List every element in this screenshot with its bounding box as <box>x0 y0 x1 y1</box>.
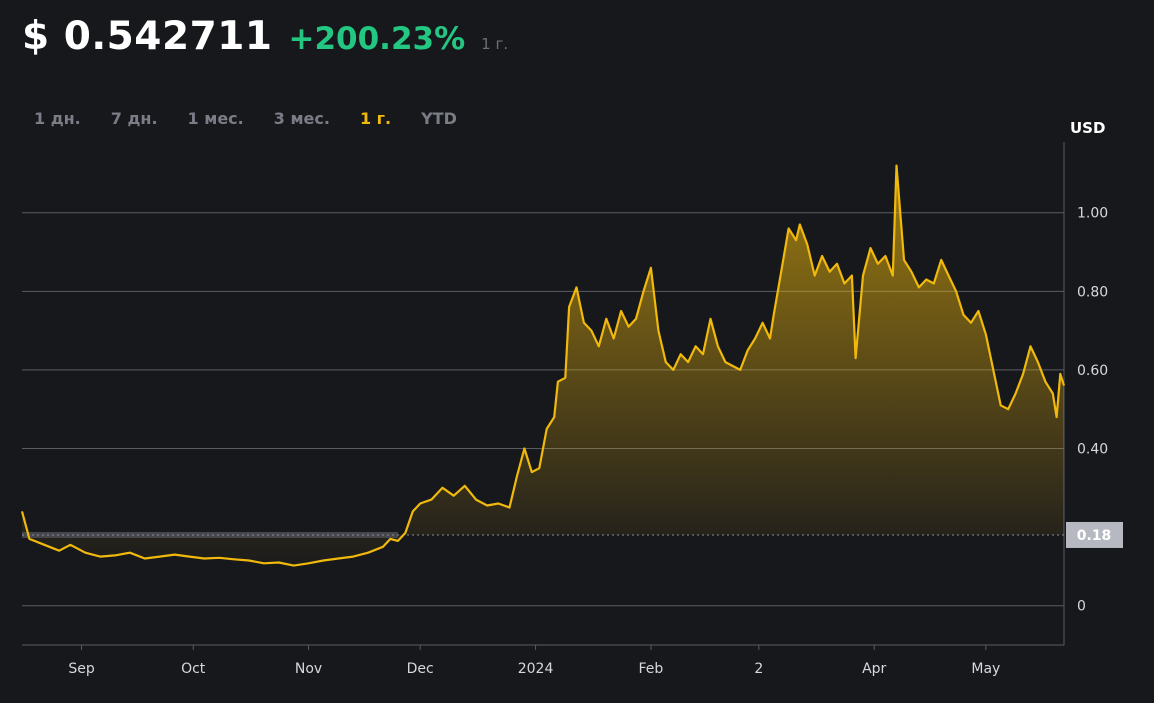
price-line <box>20 164 1066 567</box>
tab-3-months[interactable]: 3 мес. <box>273 109 330 128</box>
x-tick-label: Feb <box>639 661 664 677</box>
current-price: $ 0.542711 <box>22 14 273 59</box>
tab-ytd[interactable]: YTD <box>421 109 457 128</box>
baseline-badge-label: 0.18 <box>1077 528 1112 544</box>
price-chart-svg[interactable]: 0 0.40 0.60 0.80 1.00 USD Sep Oct Nov Dec 2024 Feb 2… <box>0 112 1154 699</box>
x-tick-label: Dec <box>407 661 434 677</box>
x-tick-label: 2 <box>754 661 763 677</box>
price-area-fill <box>22 165 1064 566</box>
price-header: $ 0.542711 +200.23% 1 г. <box>22 14 508 70</box>
y-tick-label: 0.60 <box>1077 363 1108 379</box>
x-tick-label: Apr <box>862 661 886 677</box>
y-tick-label: 0.80 <box>1077 284 1108 300</box>
change-period-label: 1 г. <box>481 35 509 53</box>
y-tick-label: 1.00 <box>1077 206 1108 222</box>
x-tick-label: May <box>971 661 1000 677</box>
y-axis-unit-label: USD <box>1070 119 1105 137</box>
tab-7-days[interactable]: 7 дн. <box>110 109 158 128</box>
x-tick-label: Nov <box>295 661 322 677</box>
timeframe-tabs: 1 дн. 7 дн. 1 мес. 3 мес. 1 г. YTD <box>34 109 487 128</box>
tab-1-year[interactable]: 1 г. <box>359 109 392 128</box>
tab-1-month[interactable]: 1 мес. <box>187 109 244 128</box>
tab-1-day[interactable]: 1 дн. <box>34 109 81 128</box>
below-baseline-band <box>22 531 398 538</box>
x-tick-label: Oct <box>181 661 206 677</box>
price-change-percent: +200.23% <box>288 21 466 57</box>
price-chart[interactable]: 0 0.40 0.60 0.80 1.00 USD Sep Oct Nov Dec 2024 Feb 2… <box>0 112 1154 699</box>
x-tick-label: Sep <box>68 661 95 677</box>
x-tick-label: 2024 <box>518 661 554 677</box>
y-tick-label: 0 <box>1077 599 1086 615</box>
y-tick-label: 0.40 <box>1077 442 1108 458</box>
baseline-badge <box>1066 521 1123 548</box>
